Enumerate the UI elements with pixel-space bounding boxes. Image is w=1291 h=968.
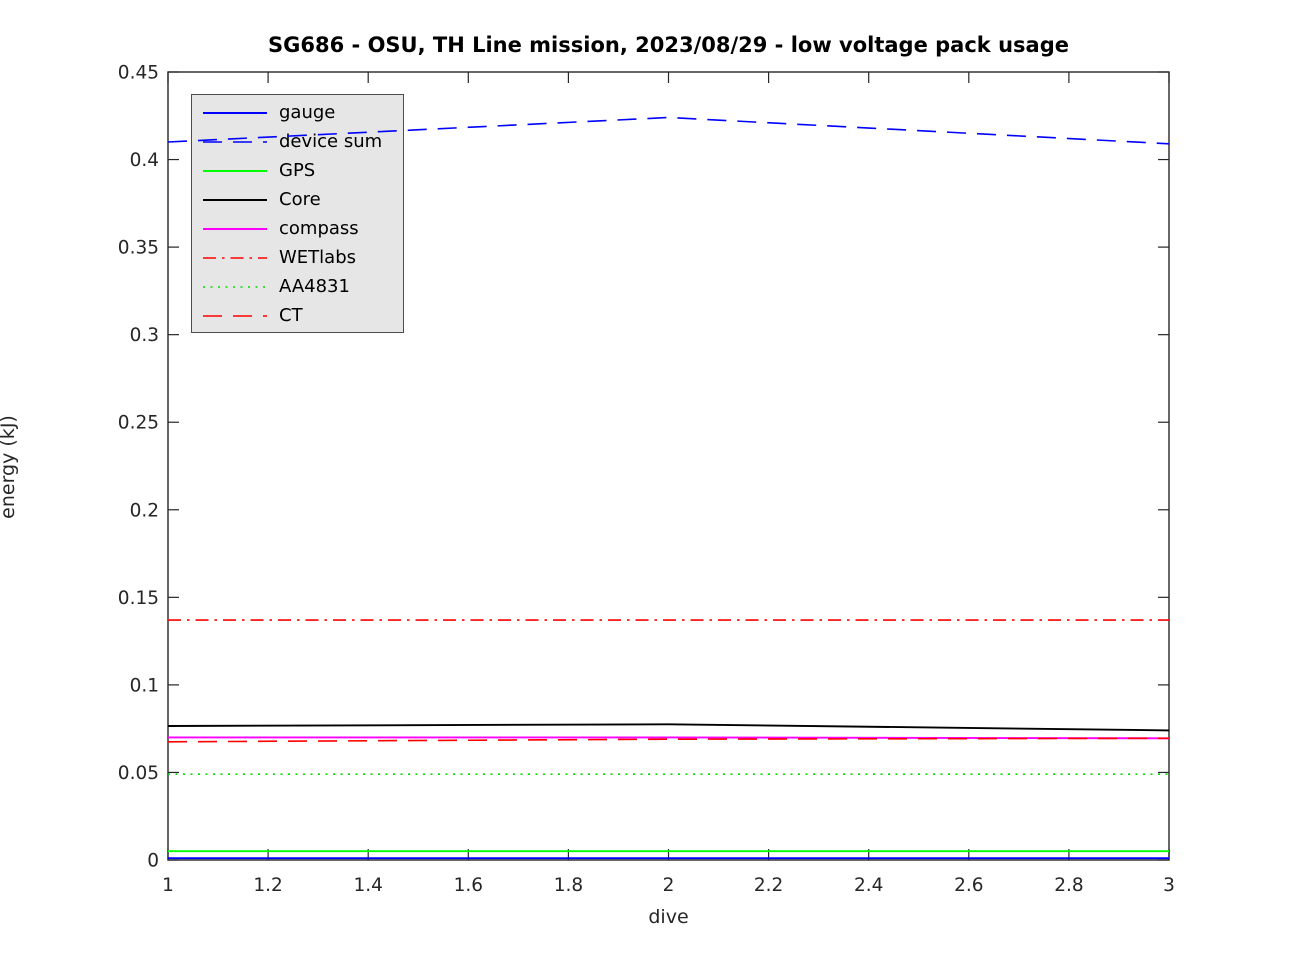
- x-tick-label: 2.2: [754, 875, 783, 896]
- series-line-compass: [168, 736, 1170, 740]
- y-tick-label: 0.45: [118, 63, 159, 84]
- legend-label: gauge: [279, 101, 336, 123]
- x-tick-label: 1.4: [353, 875, 382, 896]
- legend-sample-line: [203, 314, 267, 317]
- legend-label: compass: [279, 217, 359, 239]
- legend-item-compass: compass: [192, 214, 403, 243]
- y-tick-label: 0.4: [130, 150, 159, 171]
- y-tick-label: 0.05: [118, 763, 159, 784]
- y-tick-label: 0.25: [118, 413, 159, 434]
- series-line-ct: [167, 737, 1170, 743]
- y-tick-label: 0.35: [118, 238, 159, 259]
- y-axis-label: energy (kJ): [0, 415, 19, 519]
- legend-label: device sum: [279, 130, 383, 152]
- y-tick-label: 0: [147, 851, 159, 872]
- y-tick-label: 0.1: [130, 675, 159, 696]
- legend-item-aa4831: AA4831: [192, 272, 403, 301]
- chart-title: SG686 - OSU, TH Line mission, 2023/08/29…: [268, 33, 1069, 57]
- legend-item-wetlabs: WETlabs: [192, 243, 403, 272]
- x-tick-label: 1: [162, 875, 174, 896]
- x-tick-label: 2.4: [854, 875, 883, 896]
- y-tick-label: 0.15: [118, 588, 159, 609]
- legend-label: Core: [279, 188, 321, 210]
- legend-item-gauge: gauge: [192, 98, 403, 127]
- x-tick-label: 3: [1163, 875, 1175, 896]
- legend-item-ct: CT: [192, 301, 403, 330]
- legend-sample-line: [203, 198, 267, 201]
- x-tick-label: 1.6: [454, 875, 483, 896]
- legend-item-device-sum: device sum: [192, 127, 403, 156]
- legend-sample-line: [203, 256, 267, 259]
- x-tick-label: 2.8: [1054, 875, 1083, 896]
- x-axis-label: dive: [648, 906, 689, 928]
- legend-label: GPS: [279, 159, 316, 181]
- x-tick-label: 1.2: [253, 875, 282, 896]
- y-tick-label: 0.2: [130, 500, 159, 521]
- y-tick-label: 0.3: [130, 325, 159, 346]
- legend-item-core: Core: [192, 185, 403, 214]
- series-line-core: [167, 723, 1170, 732]
- legend-label: WETlabs: [279, 246, 357, 268]
- legend-label: AA4831: [279, 275, 350, 297]
- x-tick-label: 2.6: [954, 875, 983, 896]
- legend-sample-line: [203, 111, 267, 114]
- legend-item-gps: GPS: [192, 156, 403, 185]
- x-tick-label: 2: [663, 875, 675, 896]
- legend-sample-line: [203, 227, 267, 230]
- legend-label: CT: [279, 304, 303, 326]
- legend-sample-line: [203, 169, 267, 172]
- legend-sample-line: [203, 140, 267, 143]
- x-tick-label: 1.8: [554, 875, 583, 896]
- legend-sample-line: [203, 285, 267, 288]
- legend: gauge device sum GPS Core compass WETlabs AA48…: [191, 94, 404, 333]
